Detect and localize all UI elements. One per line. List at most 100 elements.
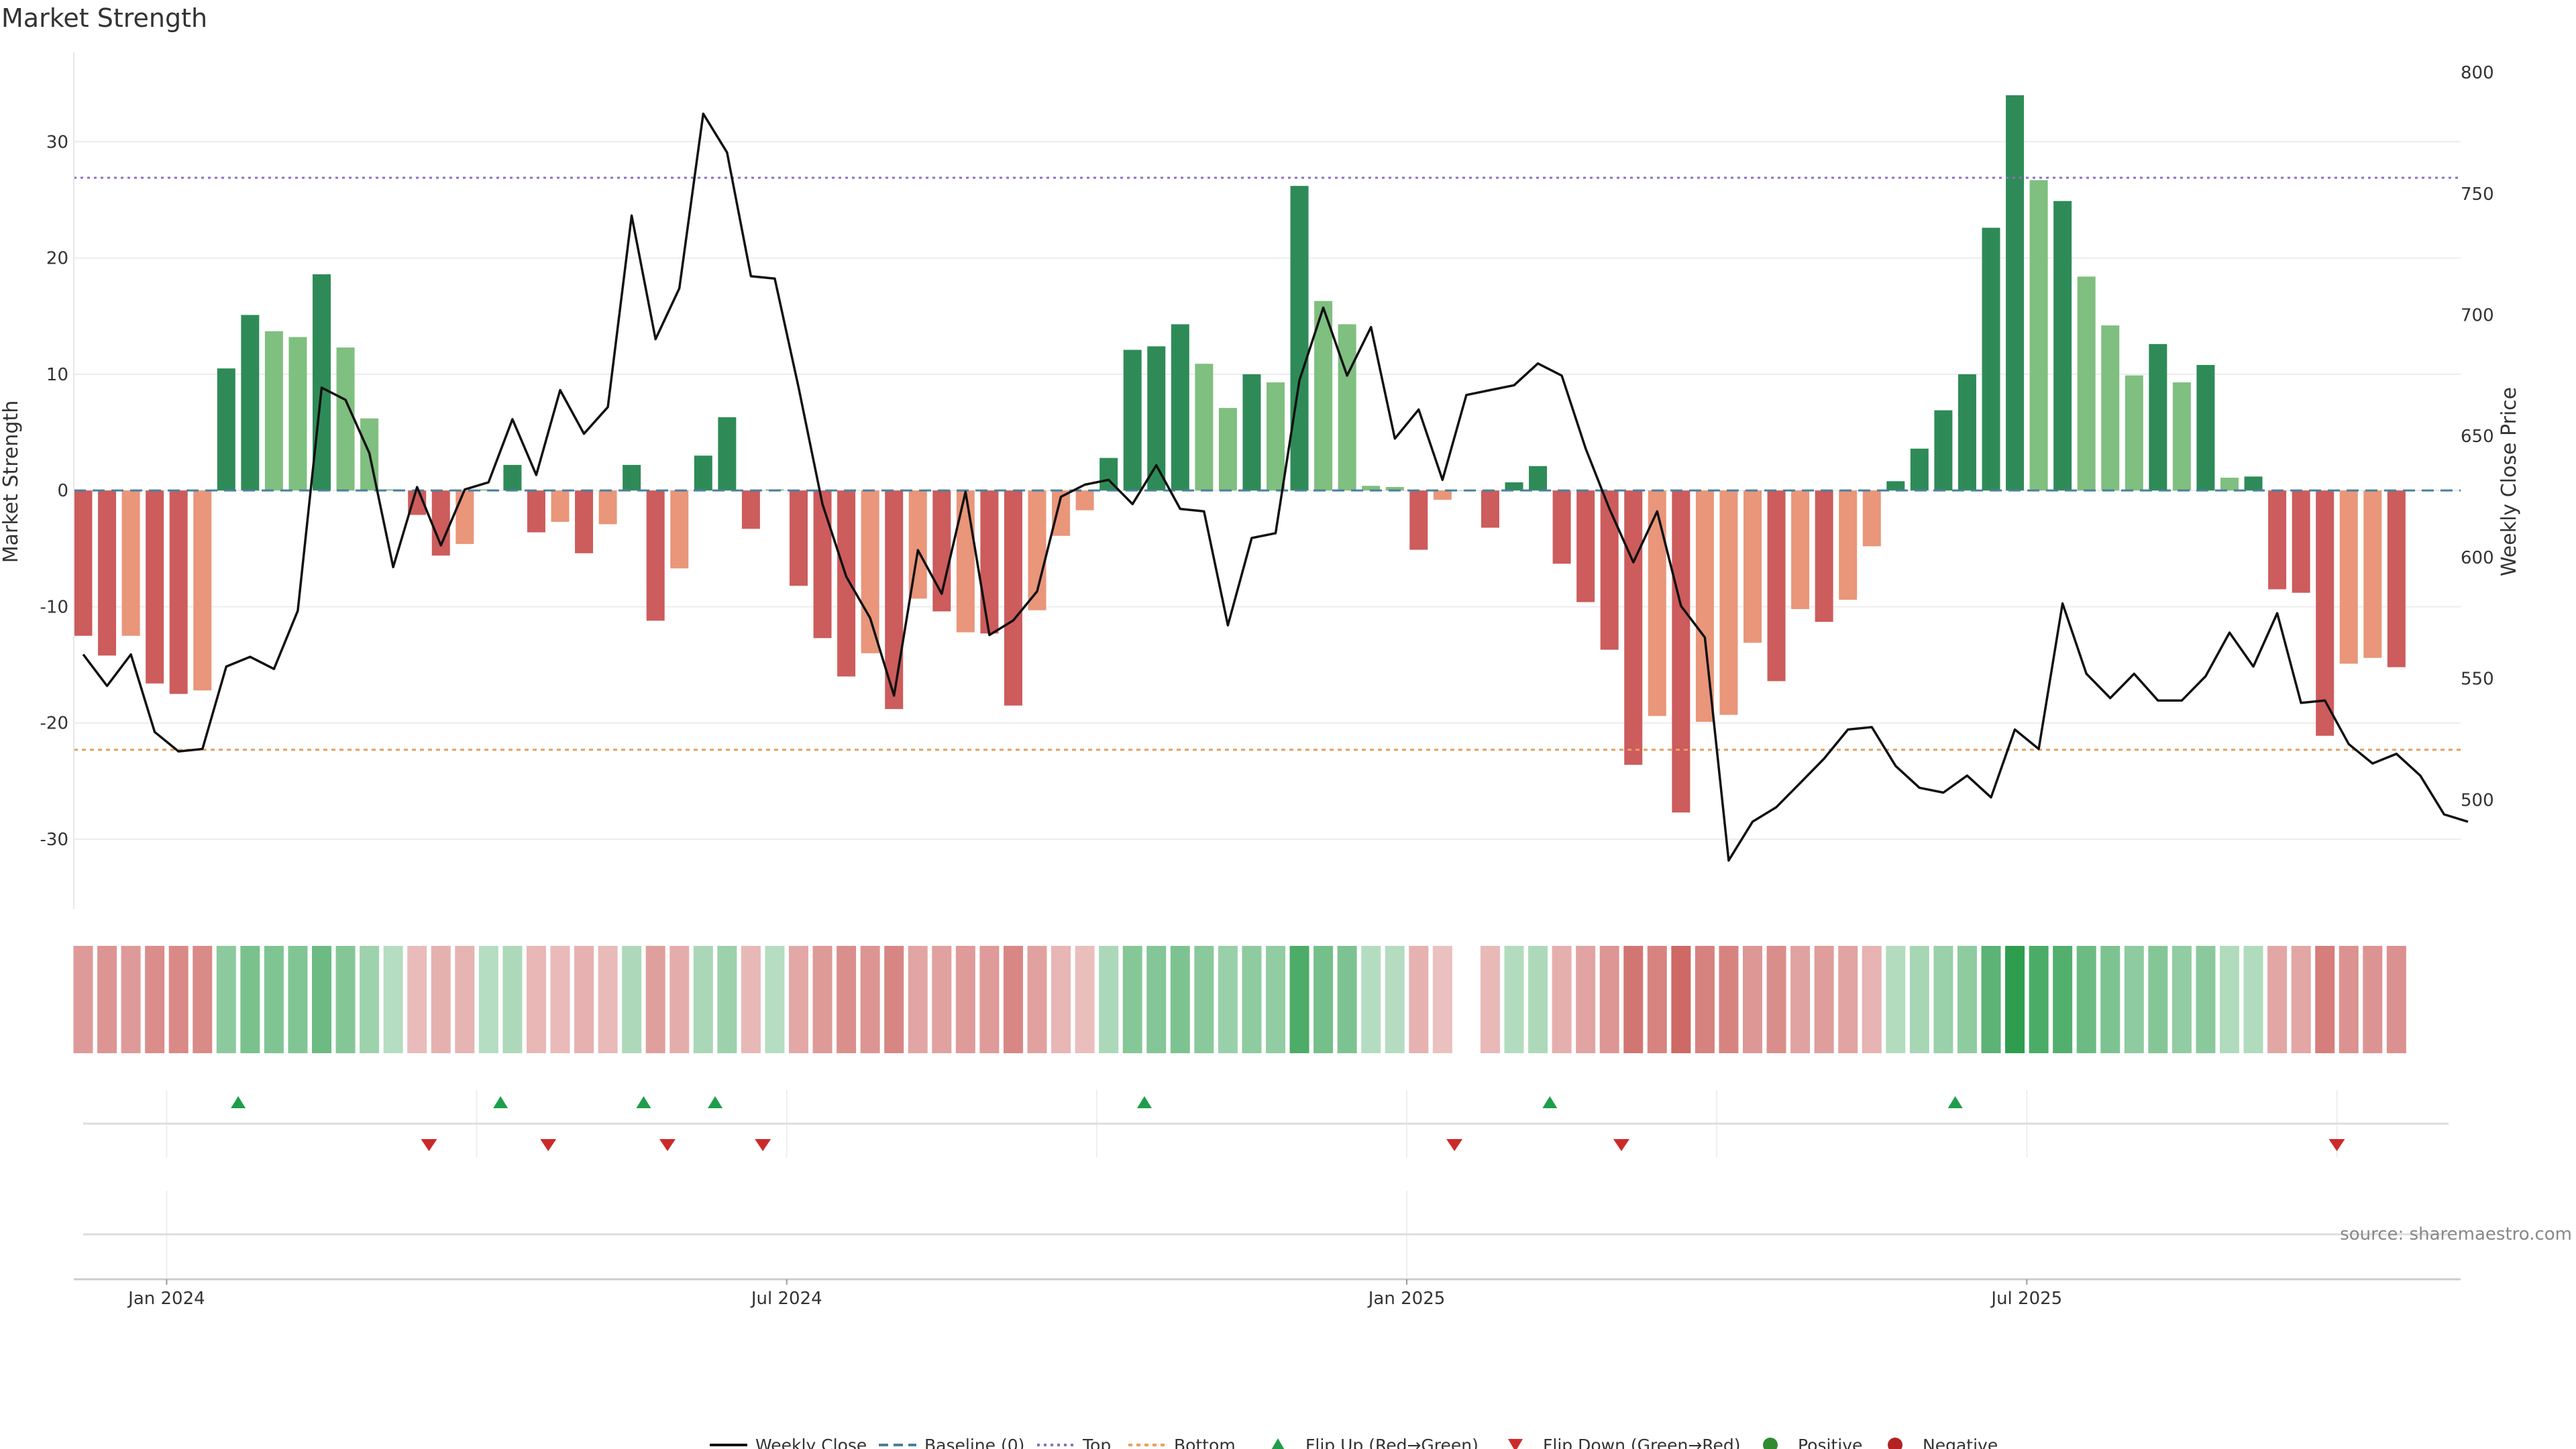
heat-cell	[1981, 946, 2001, 1053]
strength-bar	[121, 490, 140, 636]
strength-bar	[646, 490, 665, 621]
strength-bar	[980, 490, 999, 634]
heat-cell	[2386, 946, 2406, 1053]
flip-up-marker	[1542, 1096, 1558, 1108]
heat-cell	[97, 946, 117, 1053]
heat-cell	[1385, 946, 1405, 1053]
y-tick-label-right: 700	[2461, 306, 2494, 326]
strength-bar	[1385, 486, 1404, 491]
heat-cell	[1886, 946, 1906, 1053]
legend-item-label: Baseline (0)	[924, 1436, 1024, 1449]
strength-bar	[956, 490, 975, 633]
strength-bar	[2196, 365, 2215, 491]
strength-bar	[1791, 490, 1810, 609]
heat-cell	[1242, 946, 1262, 1053]
strength-bar	[2268, 490, 2287, 590]
heat-cell	[1576, 946, 1596, 1053]
heat-cell	[955, 946, 975, 1053]
flip-up-marker	[1136, 1096, 1152, 1108]
y-tick-label-left: -20	[40, 714, 68, 734]
heat-cell	[1743, 946, 1762, 1053]
heat-cell	[1027, 946, 1047, 1053]
heat-cell	[717, 946, 737, 1053]
heat-cell	[1957, 946, 1977, 1053]
strength-heat-strip	[73, 946, 2406, 1053]
flip-down-marker	[540, 1139, 557, 1151]
y-tick-label-right: 800	[2461, 63, 2494, 83]
heat-cell	[1552, 946, 1572, 1053]
strength-bar	[1672, 490, 1690, 813]
heat-cell	[2196, 946, 2216, 1053]
heat-cell	[1337, 946, 1357, 1053]
heat-cell	[1933, 946, 1953, 1053]
strength-bar	[694, 455, 712, 491]
heat-cell	[1909, 946, 1929, 1053]
strength-bar	[2244, 476, 2263, 491]
heat-cell	[1719, 946, 1739, 1053]
y-tick-label-right: 500	[2461, 790, 2494, 810]
strength-bar	[1743, 490, 1762, 643]
legend-item-label: Top	[1082, 1436, 1111, 1449]
x-tick-label: Jul 2025	[1990, 1289, 2062, 1309]
legend-item-label: Bottom	[1174, 1436, 1236, 1449]
flip-markers	[83, 1090, 2449, 1157]
strength-bar	[2363, 490, 2382, 658]
heat-cell	[550, 946, 570, 1053]
chart-title: Market Strength	[1, 3, 207, 33]
strength-bar	[1957, 374, 1976, 491]
heat-cell	[2148, 946, 2168, 1053]
heat-cell	[932, 946, 952, 1053]
strength-bar	[2387, 490, 2406, 667]
strength-bar	[2101, 325, 2120, 491]
y-tick-label-left: 30	[46, 132, 68, 152]
heat-cell	[2100, 946, 2121, 1053]
strength-bar	[288, 337, 307, 491]
heat-cell	[741, 946, 761, 1053]
reference-lines	[74, 176, 2461, 751]
flip-down-marker	[659, 1139, 676, 1151]
heat-cell	[478, 946, 498, 1053]
heat-cell	[1075, 946, 1095, 1053]
legend-swatch-dot	[1763, 1438, 1778, 1449]
strength-bar	[2339, 490, 2358, 664]
heat-cell	[431, 946, 451, 1053]
heat-cell	[240, 946, 260, 1053]
strength-bar	[623, 465, 641, 491]
heat-cell	[145, 946, 165, 1053]
strength-bar	[313, 274, 331, 491]
heat-cell	[622, 946, 642, 1053]
strength-bar	[1147, 346, 1166, 491]
strength-bar	[1576, 490, 1595, 602]
flip-up-marker	[231, 1096, 246, 1108]
heat-cell	[1623, 946, 1644, 1053]
heat-cell	[2124, 946, 2144, 1053]
heat-cell	[168, 946, 189, 1053]
strength-bar	[1362, 486, 1381, 491]
strength-bar	[1314, 301, 1333, 491]
heat-cell	[2267, 946, 2288, 1053]
heat-cell	[1003, 946, 1023, 1053]
x-tick-label: Jan 2024	[127, 1289, 205, 1309]
strength-bar	[837, 490, 856, 677]
legend-item-label: Weekly Close	[755, 1436, 867, 1449]
strength-bar	[1886, 481, 1905, 491]
y-tick-label-left: 10	[46, 365, 68, 385]
heat-cell	[1504, 946, 1524, 1053]
weekly-close-layer	[82, 112, 2469, 862]
strength-bar	[1075, 490, 1094, 511]
heat-cell	[2243, 946, 2263, 1053]
flip-up-marker	[1947, 1096, 1963, 1108]
flip-up-marker	[708, 1096, 723, 1108]
strength-bar	[455, 490, 474, 544]
heat-cell	[1266, 946, 1285, 1053]
y-axis-label-right: Weekly Close Price	[2498, 387, 2521, 576]
y-axis-label-left: Market Strength	[0, 400, 23, 563]
heat-cell	[73, 946, 93, 1053]
heat-cell	[216, 946, 236, 1053]
strength-bar	[1910, 448, 1929, 491]
flip-down-marker	[1446, 1139, 1463, 1151]
flip-down-marker	[2328, 1139, 2345, 1151]
heat-cell	[1432, 946, 1452, 1053]
heat-cell	[2005, 946, 2025, 1053]
